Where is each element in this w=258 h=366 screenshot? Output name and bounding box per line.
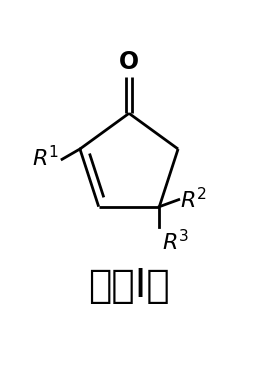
Text: $R^1$: $R^1$ bbox=[32, 145, 60, 171]
Text: $R^3$: $R^3$ bbox=[162, 229, 189, 254]
Text: 式（Ⅰ）: 式（Ⅰ） bbox=[88, 267, 170, 305]
Text: $R^2$: $R^2$ bbox=[180, 187, 207, 212]
Text: O: O bbox=[119, 50, 139, 74]
